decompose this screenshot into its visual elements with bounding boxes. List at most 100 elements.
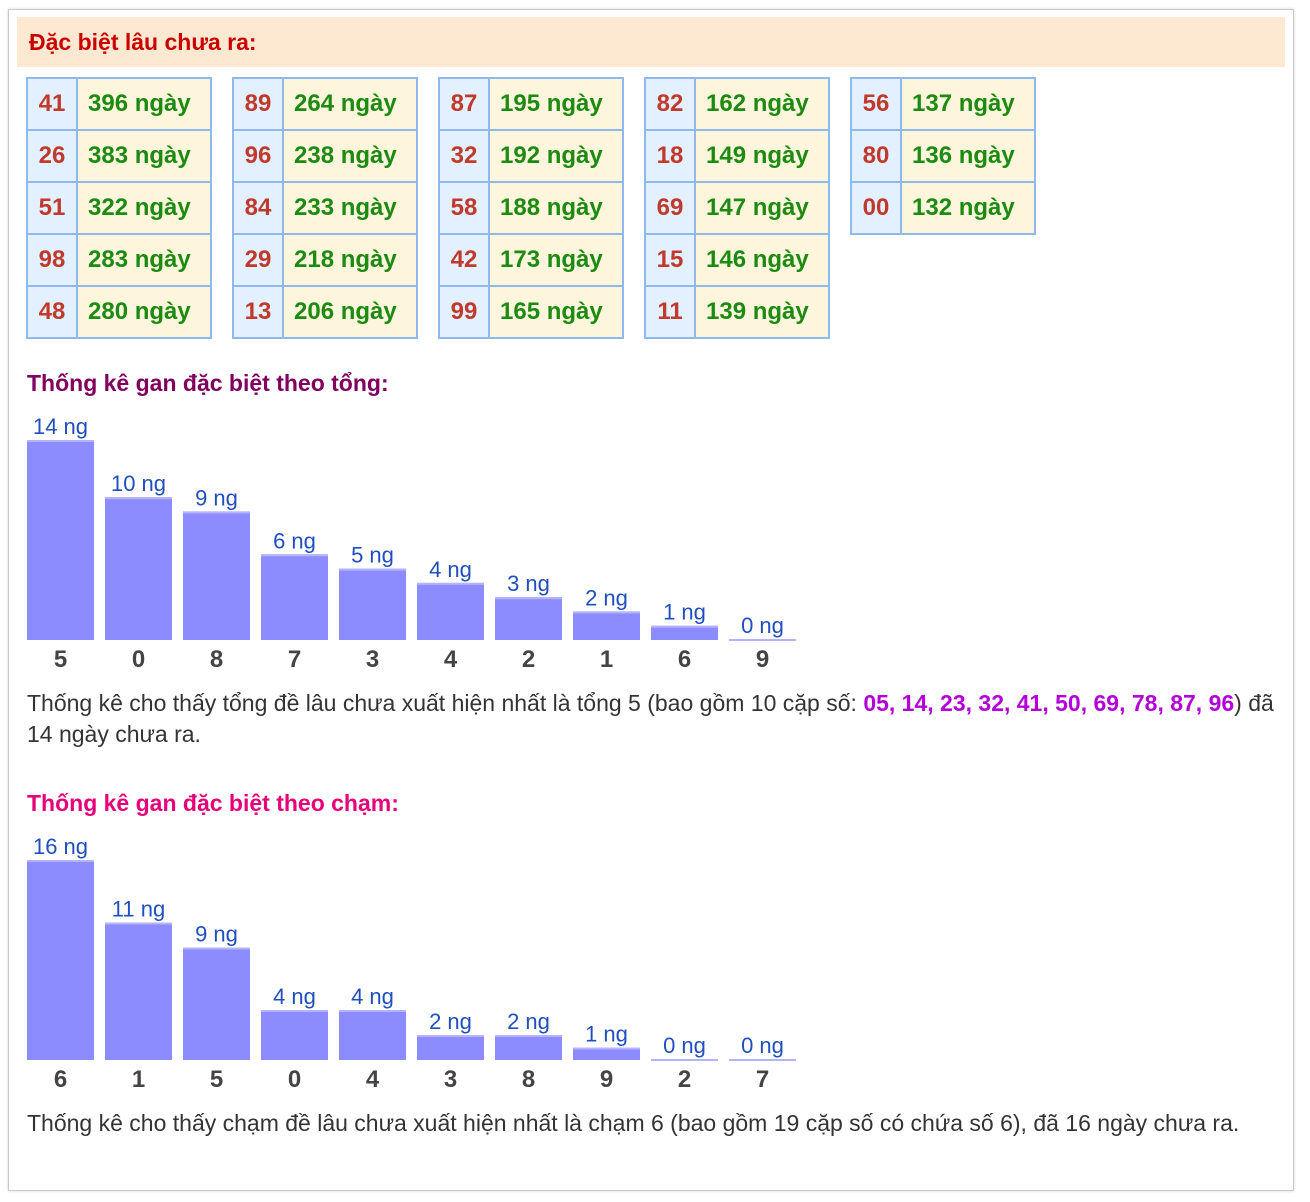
tong-summary-pairs: 05, 14, 23, 32, 41, 50, 69, 78, 87, 96 xyxy=(863,690,1235,716)
gan-number: 87 xyxy=(438,77,490,131)
tong-category-label: 6 xyxy=(678,646,691,673)
gan-days: 165 ngày xyxy=(488,285,624,339)
tong-value-label: 14 ng xyxy=(33,414,88,439)
gan-days: 280 ngày xyxy=(76,285,212,339)
tong-bar-cap-3 xyxy=(339,568,406,571)
gan-row: 69 147 ngày xyxy=(644,181,830,235)
cham-bar-cap-8 xyxy=(495,1035,562,1037)
gan-row: 18 149 ngày xyxy=(644,129,830,183)
gan-row: 48 280 ngày xyxy=(26,285,212,339)
cham-category-label: 9 xyxy=(600,1066,613,1093)
tong-section-title: Thống kê gan đặc biệt theo tổng: xyxy=(27,370,389,396)
gan-number: 18 xyxy=(644,129,696,183)
gan-row: 15 146 ngày xyxy=(644,233,830,287)
gan-days: 137 ngày xyxy=(900,77,1036,131)
tong-value-label: 4 ng xyxy=(429,557,472,582)
gan-number: 56 xyxy=(850,77,902,131)
gan-row: 98 283 ngày xyxy=(26,233,212,287)
gan-row: 84 233 ngày xyxy=(232,181,418,235)
gan-number: 99 xyxy=(438,285,490,339)
gan-days: 218 ngày xyxy=(282,233,418,287)
gan-days: 149 ngày xyxy=(694,129,830,183)
gan-number: 51 xyxy=(26,181,78,235)
tong-summary-before: Thống kê cho thấy tổng đề lâu chưa xuất … xyxy=(27,690,864,716)
gan-days: 162 ngày xyxy=(694,77,830,131)
gan-row: 11 139 ngày xyxy=(644,285,830,339)
cham-category-label: 3 xyxy=(444,1066,457,1093)
tong-bar-cap-0 xyxy=(105,497,172,500)
gan-row: 58 188 ngày xyxy=(438,181,624,235)
tong-category-label: 7 xyxy=(288,646,301,673)
gan-days: 206 ngày xyxy=(282,285,418,339)
cham-value-label: 4 ng xyxy=(351,984,394,1009)
gan-number: 32 xyxy=(438,129,490,183)
gan-days: 188 ngày xyxy=(488,181,624,235)
gan-days: 383 ngày xyxy=(76,129,212,183)
tong-category-label: 8 xyxy=(210,646,223,673)
gan-days: 146 ngày xyxy=(694,233,830,287)
cham-value-label: 16 ng xyxy=(33,834,88,859)
gan-number: 89 xyxy=(232,77,284,131)
tong-category-label: 9 xyxy=(756,646,769,673)
cham-bar-3 xyxy=(417,1035,484,1060)
cham-category-label: 8 xyxy=(522,1066,535,1093)
gan-row: 32 192 ngày xyxy=(438,129,624,183)
tong-bar-5 xyxy=(27,440,94,640)
gan-row: 42 173 ngày xyxy=(438,233,624,287)
header-bar: Đặc biệt lâu chưa ra: xyxy=(17,17,1285,67)
gan-number: 96 xyxy=(232,129,284,183)
cham-bar-cap-2 xyxy=(651,1059,718,1061)
gan-row: 89 264 ngày xyxy=(232,77,418,131)
tong-value-label: 10 ng xyxy=(111,471,166,496)
gan-days: 173 ngày xyxy=(488,233,624,287)
cham-bar-cap-4 xyxy=(339,1010,406,1012)
cham-bar-cap-9 xyxy=(573,1047,640,1050)
tong-bar-1 xyxy=(573,611,640,640)
gan-row: 99 165 ngày xyxy=(438,285,624,339)
tong-bar-6 xyxy=(651,625,718,640)
gan-days: 136 ngày xyxy=(900,129,1036,183)
gan-number: 48 xyxy=(26,285,78,339)
gan-number: 26 xyxy=(26,129,78,183)
cham-bar-cap-3 xyxy=(417,1035,484,1037)
cham-bar-cap-6 xyxy=(27,860,94,862)
cham-value-label: 4 ng xyxy=(273,984,316,1009)
gan-days: 238 ngày xyxy=(282,129,418,183)
gan-row: 96 238 ngày xyxy=(232,129,418,183)
gan-row: 41 396 ngày xyxy=(26,77,212,131)
tong-bar-0 xyxy=(105,497,172,640)
gan-table-3: 87 195 ngày 32 192 ngày 58 188 ngày 42 173 ngày… xyxy=(438,77,624,339)
gan-number: 15 xyxy=(644,233,696,287)
tong-category-label: 3 xyxy=(366,646,379,673)
cham-bar-1 xyxy=(105,922,172,1060)
cham-bar-6 xyxy=(27,860,94,1060)
gan-number: 11 xyxy=(644,285,696,339)
gan-days: 264 ngày xyxy=(282,77,418,131)
cham-value-label: 9 ng xyxy=(195,922,238,947)
cham-value-label: 11 ng xyxy=(112,897,165,922)
cham-summary: Thống kê cho thấy chạm đề lâu chưa xuất … xyxy=(27,1110,1240,1136)
tong-category-label: 0 xyxy=(132,646,145,673)
gan-row: 80 136 ngày xyxy=(850,129,1036,183)
gan-row: 26 383 ngày xyxy=(26,129,212,183)
gan-number: 13 xyxy=(232,285,284,339)
main-panel: Đặc biệt lâu chưa ra: 41 396 ngày 26 383 ng… xyxy=(8,9,1294,1191)
cham-bar-cap-5 xyxy=(183,947,250,950)
gan-row: 29 218 ngày xyxy=(232,233,418,287)
gan-row: 82 162 ngày xyxy=(644,77,830,131)
gan-row: 87 195 ngày xyxy=(438,77,624,131)
cham-bar-cap-7 xyxy=(729,1059,796,1061)
tong-bar-cap-8 xyxy=(183,511,250,514)
tong-value-label: 9 ng xyxy=(195,485,238,510)
gan-days: 233 ngày xyxy=(282,181,418,235)
gan-number: 98 xyxy=(26,233,78,287)
tong-category-label: 5 xyxy=(54,646,67,673)
cham-category-label: 5 xyxy=(210,1066,223,1093)
gan-number: 42 xyxy=(438,233,490,287)
tong-bar-cap-9 xyxy=(729,639,796,641)
gan-days: 147 ngày xyxy=(694,181,830,235)
cham-bar-9 xyxy=(573,1047,640,1060)
gan-number: 84 xyxy=(232,181,284,235)
gan-row: 00 132 ngày xyxy=(850,181,1036,235)
cham-value-label: 0 ng xyxy=(741,1033,784,1058)
